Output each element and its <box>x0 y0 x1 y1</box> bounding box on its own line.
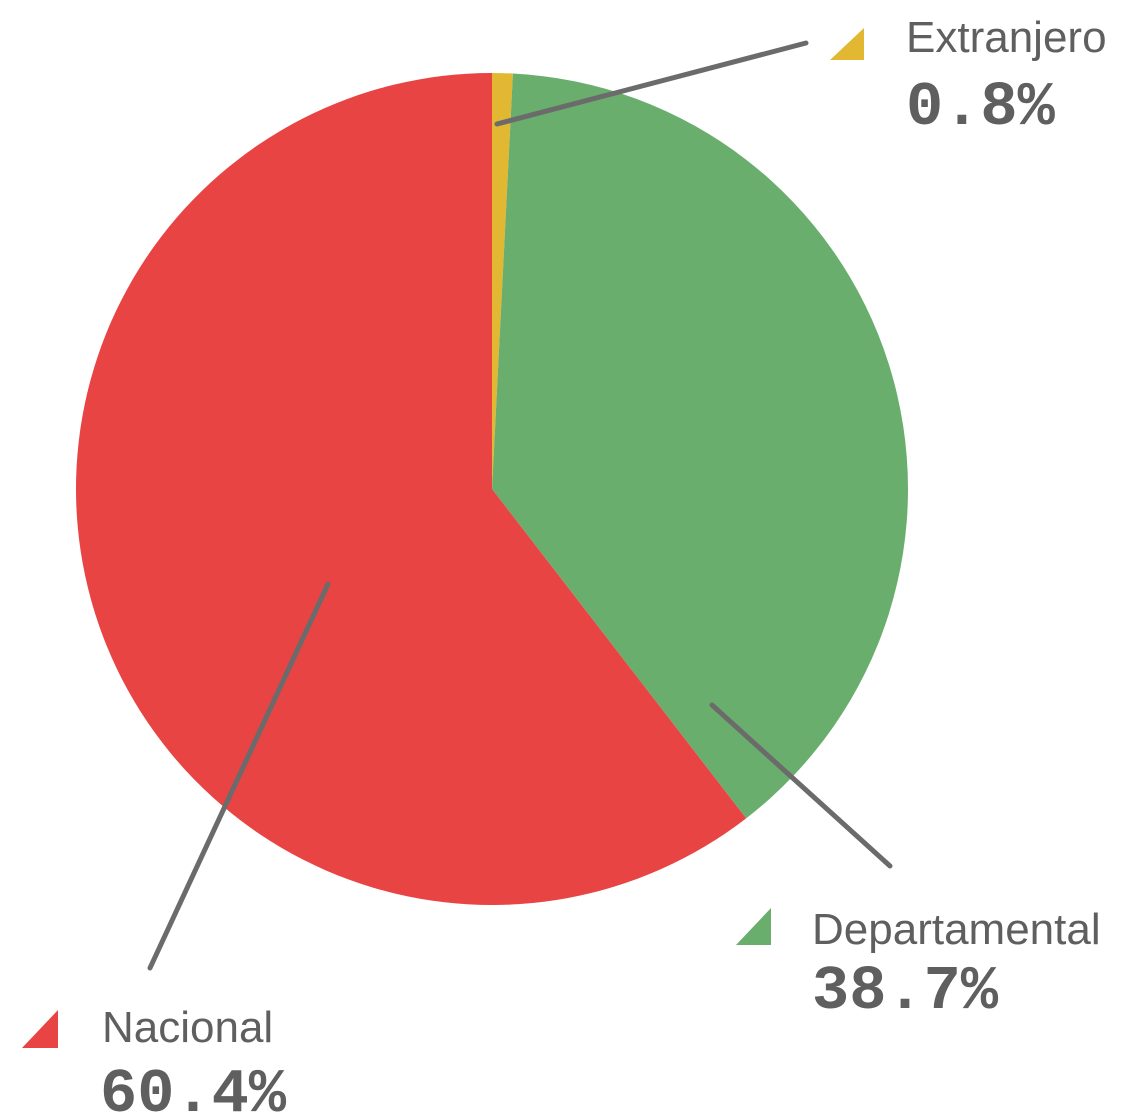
pie-slice-nacional <box>76 73 747 905</box>
category-label-nacional: Nacional <box>102 1003 273 1052</box>
percent-label-nacional: 60.4% <box>100 1059 287 1118</box>
percent-label-extranjero: 0.8% <box>906 72 1056 143</box>
leader-lines <box>147 40 893 971</box>
slice-label-extranjero: Extranjero 0.8% <box>830 13 1107 143</box>
leader-line-departamental <box>709 702 893 869</box>
pie-slices <box>76 73 908 905</box>
legend-marker-departamental <box>736 908 771 945</box>
category-label-departamental: Departamental <box>812 905 1101 954</box>
percent-label-departamental: 38.7% <box>812 956 999 1027</box>
category-label-extranjero: Extranjero <box>906 13 1107 62</box>
legend-marker-extranjero <box>830 28 864 60</box>
leader-line-extranjero <box>494 40 809 127</box>
pie-slice-departamental <box>492 73 908 819</box>
leader-line-nacional <box>147 581 331 971</box>
slice-label-nacional: Nacional 60.4% <box>22 1003 287 1118</box>
slice-label-departamental: Departamental 38.7% <box>736 905 1101 1027</box>
legend-marker-nacional <box>22 1010 58 1048</box>
pie-slice-extranjero <box>492 73 513 489</box>
